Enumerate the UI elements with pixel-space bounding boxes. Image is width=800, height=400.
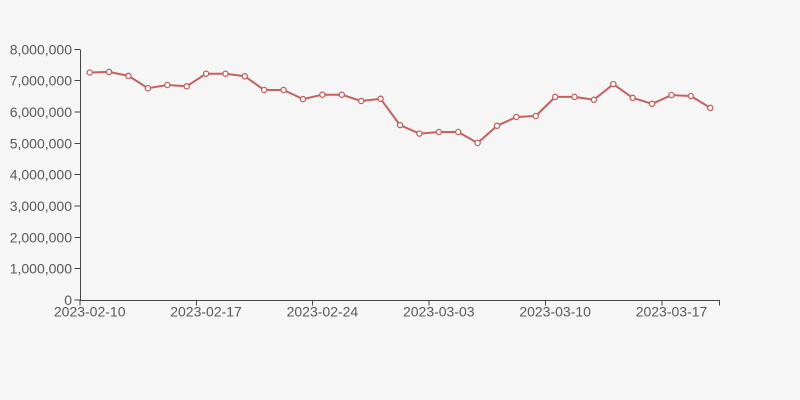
data-point-marker: [668, 91, 675, 99]
x-axis-tick-label: 2023-03-17: [636, 304, 708, 320]
data-point-marker: [629, 94, 636, 102]
data-point-marker: [396, 121, 404, 129]
data-point-marker: [338, 91, 346, 98]
data-point-marker: [493, 122, 501, 130]
data-point-marker: [687, 92, 695, 100]
data-point-marker: [571, 93, 578, 101]
data-point-marker: [435, 128, 443, 136]
data-point-marker: [532, 112, 540, 120]
y-axis-tick-label: 2,000,000: [10, 229, 72, 245]
y-axis-tick-label: 4,000,000: [10, 167, 72, 183]
x-axis-tick-label: 2023-02-24: [287, 304, 359, 320]
y-axis-tick-label: 5,000,000: [10, 135, 72, 151]
y-axis-tick-label: 3,000,000: [10, 198, 72, 214]
data-point-marker: [551, 93, 559, 101]
x-axis-tick-label: 2023-03-03: [403, 304, 475, 320]
x-axis-tick-label: 2023-03-10: [519, 304, 591, 320]
data-point-marker: [416, 130, 423, 137]
data-point-marker: [357, 97, 365, 105]
data-point-marker: [241, 73, 249, 80]
y-axis-tick-label: 8,000,000: [10, 41, 72, 57]
y-axis-tick-label: 6,000,000: [10, 104, 72, 120]
data-point-marker: [144, 84, 152, 92]
data-point-marker: [202, 70, 210, 77]
data-point-marker: [222, 70, 229, 77]
data-point-marker: [260, 86, 268, 94]
data-point-marker: [610, 80, 617, 88]
data-point-marker: [474, 139, 481, 147]
data-point-marker: [105, 68, 113, 76]
data-point-marker: [280, 86, 287, 94]
data-point-marker: [299, 95, 307, 103]
data-point-marker: [164, 81, 171, 89]
data-point-marker: [648, 100, 656, 108]
y-axis-tick-label: 7,000,000: [10, 73, 72, 89]
x-axis-tick-label: 2023-02-17: [170, 304, 242, 320]
x-axis-tick-label: 2023-02-10: [54, 304, 126, 320]
data-point-marker: [454, 128, 462, 136]
data-point-marker: [86, 69, 93, 76]
data-point-marker: [377, 95, 384, 103]
data-point-marker: [513, 113, 520, 121]
y-axis-tick-label: 1,000,000: [10, 261, 72, 277]
data-point-marker: [590, 96, 598, 104]
data-point-marker: [125, 72, 132, 80]
data-point-marker: [319, 91, 326, 98]
data-point-marker: [183, 83, 190, 90]
data-point-marker: [707, 104, 714, 112]
y-axis-tick-label: 0: [64, 292, 72, 308]
